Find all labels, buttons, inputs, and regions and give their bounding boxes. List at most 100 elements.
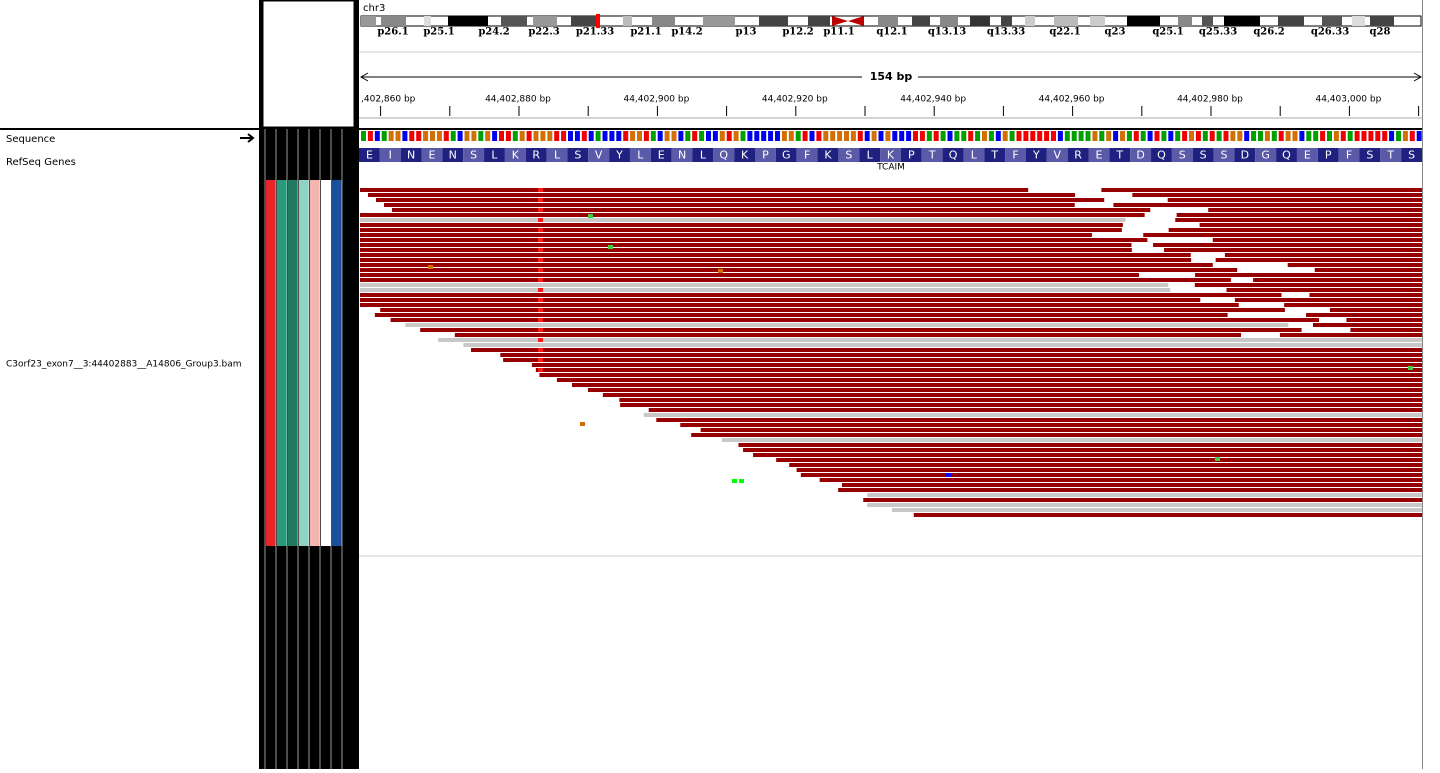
read[interactable] [841,483,1422,487]
gene-name[interactable]: TCAIM [876,163,905,173]
read[interactable] [360,223,1123,227]
read[interactable] [360,263,1213,267]
read[interactable] [1176,213,1422,217]
read[interactable] [360,218,1126,222]
read[interactable] [405,323,1289,327]
read[interactable] [360,273,1140,277]
read[interactable] [539,373,1422,377]
read[interactable] [1195,273,1422,277]
read[interactable] [1234,298,1422,302]
read[interactable] [1224,253,1422,257]
read[interactable] [738,443,1422,447]
read[interactable] [535,368,1422,372]
read[interactable] [390,318,1320,322]
read[interactable] [1312,323,1422,327]
attribute-cell[interactable] [299,180,309,546]
read[interactable] [680,423,1422,427]
read[interactable] [1253,278,1422,282]
read[interactable] [360,283,1169,287]
read[interactable] [360,298,1201,302]
read[interactable] [360,293,1282,297]
read[interactable] [1350,328,1422,332]
read[interactable] [360,258,1192,262]
read[interactable] [360,268,1238,272]
read[interactable] [838,488,1422,492]
read[interactable] [360,243,1132,247]
read[interactable] [384,203,1075,207]
read[interactable] [1153,243,1422,247]
strand-arrow[interactable] [240,133,255,143]
read[interactable] [602,393,1422,397]
read[interactable] [1306,313,1422,317]
read[interactable] [438,338,1422,342]
read[interactable] [1194,283,1422,287]
read[interactable] [1208,208,1422,212]
read[interactable] [463,343,1422,347]
read[interactable] [619,398,1422,402]
read[interactable] [789,463,1422,467]
read[interactable] [360,253,1191,257]
read[interactable] [531,363,1422,367]
read[interactable] [1175,218,1422,222]
read[interactable] [380,308,1285,312]
attribute-cell[interactable] [321,180,331,546]
read[interactable] [643,413,1422,417]
read[interactable] [656,418,1422,422]
read[interactable] [392,208,1151,212]
read[interactable] [360,188,1029,192]
read[interactable] [743,448,1422,452]
current-region[interactable] [596,14,600,28]
read[interactable] [691,433,1422,437]
read[interactable] [1167,198,1422,202]
read[interactable] [620,403,1422,407]
attribute-cell[interactable] [277,180,287,546]
read[interactable] [867,493,1422,497]
read[interactable] [1226,288,1422,292]
read[interactable] [800,473,1422,477]
read[interactable] [863,498,1422,502]
read[interactable] [1199,223,1422,227]
read[interactable] [376,198,1105,202]
read[interactable] [360,238,1148,242]
read[interactable] [374,313,1228,317]
read[interactable] [1287,263,1422,267]
read[interactable] [360,303,1239,307]
read[interactable] [556,378,1422,382]
read[interactable] [1346,318,1422,322]
read[interactable] [360,228,1122,232]
read[interactable] [1132,193,1422,197]
read[interactable] [1212,238,1422,242]
read[interactable] [360,233,1092,237]
read[interactable] [700,428,1422,432]
read[interactable] [360,248,1132,252]
read[interactable] [360,288,1171,292]
attribute-cell[interactable] [332,180,342,546]
read[interactable] [454,333,1242,337]
attribute-cell[interactable] [288,180,298,546]
read[interactable] [753,453,1422,457]
read[interactable] [1279,333,1422,337]
read[interactable] [360,213,1145,217]
read[interactable] [796,468,1422,472]
read[interactable] [420,328,1302,332]
read[interactable] [471,348,1422,352]
read[interactable] [1314,268,1422,272]
read[interactable] [1329,308,1422,312]
read[interactable] [776,458,1422,462]
read[interactable] [368,193,1076,197]
read[interactable] [1215,258,1422,262]
read[interactable] [503,358,1422,362]
read[interactable] [721,438,1422,442]
read[interactable] [1143,233,1422,237]
attribute-cell[interactable] [266,180,276,546]
read[interactable] [1101,188,1422,192]
read[interactable] [572,383,1422,387]
read[interactable] [648,408,1422,412]
attribute-cell[interactable] [310,180,320,546]
read[interactable] [891,508,1422,512]
read[interactable] [1309,293,1422,297]
read[interactable] [1113,203,1422,207]
track-name[interactable]: C3orf23_exon7__3:44402883__A14806_Group3… [6,360,242,370]
read[interactable] [819,478,1422,482]
read[interactable] [867,503,1422,507]
